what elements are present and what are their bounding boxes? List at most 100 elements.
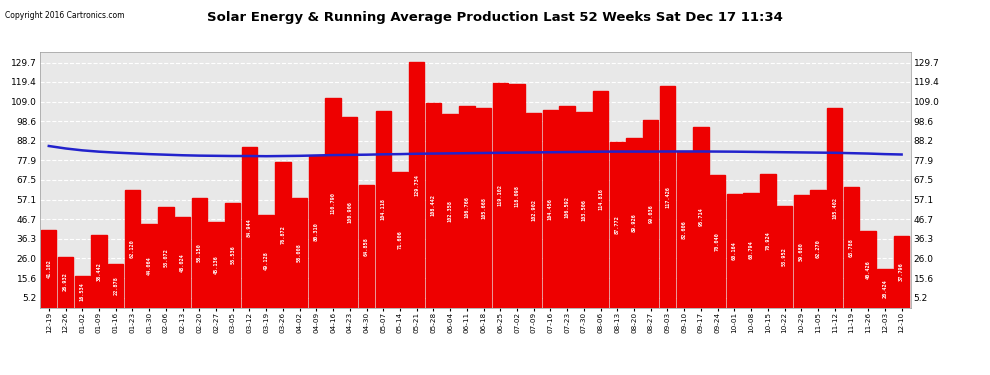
Bar (42, 230, 56, 308)
Bar (710, 175, 726, 308)
Text: 102.358: 102.358 (447, 200, 452, 222)
Text: 49.128: 49.128 (263, 252, 268, 270)
Text: 62.120: 62.120 (130, 240, 135, 258)
Bar (125, 190, 141, 308)
Text: 70.040: 70.040 (715, 232, 720, 251)
Bar (242, 147, 257, 308)
Text: 60.794: 60.794 (748, 241, 753, 260)
Text: 70.924: 70.924 (765, 231, 770, 250)
Text: 45.136: 45.136 (214, 255, 219, 274)
Bar (627, 138, 642, 308)
Text: 26.932: 26.932 (63, 273, 68, 291)
Bar (91, 235, 107, 308)
Text: 53.072: 53.072 (163, 248, 168, 267)
Bar (225, 202, 241, 308)
Text: 44.064: 44.064 (147, 256, 151, 275)
Text: 38.442: 38.442 (96, 262, 101, 280)
Text: 41.102: 41.102 (47, 259, 51, 278)
Bar (760, 174, 775, 308)
Text: Solar Energy & Running Average Production Last 52 Weeks Sat Dec 17 11:34: Solar Energy & Running Average Productio… (207, 11, 783, 24)
Text: 20.424: 20.424 (882, 279, 887, 298)
Bar (409, 63, 425, 308)
Bar (676, 152, 692, 308)
Bar (610, 142, 625, 308)
Text: 82.606: 82.606 (682, 220, 687, 239)
Text: 104.456: 104.456 (547, 198, 553, 220)
Bar (392, 172, 408, 308)
Text: 71.606: 71.606 (397, 231, 403, 249)
Bar (74, 276, 90, 308)
Bar (894, 236, 909, 308)
Text: 100.906: 100.906 (347, 201, 352, 223)
Text: 84.944: 84.944 (247, 218, 252, 237)
Bar (860, 231, 876, 308)
Bar (593, 91, 608, 308)
Text: 59.680: 59.680 (799, 242, 804, 261)
Text: 102.902: 102.902 (532, 200, 537, 221)
Bar (576, 112, 592, 308)
Text: 63.788: 63.788 (849, 238, 854, 256)
Bar (644, 120, 658, 308)
Bar (877, 269, 893, 308)
Text: 108.442: 108.442 (431, 194, 436, 216)
Bar (777, 206, 792, 308)
Bar (559, 106, 575, 307)
Text: 103.506: 103.506 (581, 199, 586, 220)
Text: 118.098: 118.098 (515, 185, 520, 207)
Bar (343, 117, 357, 308)
Text: 58.150: 58.150 (197, 243, 202, 262)
Text: 114.816: 114.816 (598, 188, 603, 210)
Text: 62.270: 62.270 (816, 239, 821, 258)
Bar (426, 103, 442, 308)
Text: 105.402: 105.402 (833, 197, 838, 219)
Text: 89.926: 89.926 (632, 213, 637, 232)
Text: 60.164: 60.164 (732, 241, 737, 260)
Bar (727, 194, 742, 308)
Bar (543, 110, 558, 308)
Bar (743, 193, 758, 308)
Text: Copyright 2016 Cartronics.com: Copyright 2016 Cartronics.com (5, 11, 125, 20)
Bar (292, 198, 307, 308)
Bar (843, 187, 859, 308)
Bar (358, 185, 374, 308)
Bar (375, 111, 391, 308)
Text: 117.426: 117.426 (665, 186, 670, 207)
Text: 64.858: 64.858 (364, 237, 369, 256)
Bar (275, 162, 291, 308)
Text: 106.766: 106.766 (464, 196, 469, 217)
Bar (192, 198, 207, 308)
Bar (326, 98, 341, 308)
Bar (258, 215, 274, 308)
Bar (459, 106, 474, 308)
Text: 87.772: 87.772 (615, 215, 620, 234)
Bar (493, 82, 508, 308)
Bar (309, 156, 324, 308)
Bar (158, 207, 173, 308)
Bar (142, 224, 156, 308)
Bar (175, 217, 190, 308)
Text: 76.872: 76.872 (280, 225, 285, 244)
Bar (526, 113, 542, 308)
Text: 80.310: 80.310 (314, 222, 319, 241)
Text: 55.536: 55.536 (231, 246, 236, 264)
Text: 48.024: 48.024 (180, 253, 185, 272)
Bar (108, 264, 124, 308)
Bar (476, 108, 491, 308)
Text: 106.592: 106.592 (564, 196, 569, 218)
Text: 119.102: 119.102 (498, 184, 503, 206)
Text: 58.008: 58.008 (297, 243, 302, 262)
Text: 37.796: 37.796 (899, 262, 904, 281)
Bar (208, 222, 224, 308)
Text: 95.714: 95.714 (698, 208, 704, 226)
Text: 16.534: 16.534 (80, 282, 85, 301)
Text: 40.426: 40.426 (865, 260, 870, 279)
Bar (827, 108, 842, 307)
Bar (693, 127, 709, 308)
Bar (509, 84, 525, 308)
Bar (794, 195, 809, 308)
Text: 105.668: 105.668 (481, 197, 486, 219)
Text: 99.036: 99.036 (648, 205, 653, 224)
Bar (57, 256, 73, 307)
Text: 22.878: 22.878 (113, 276, 118, 295)
Bar (443, 114, 457, 308)
